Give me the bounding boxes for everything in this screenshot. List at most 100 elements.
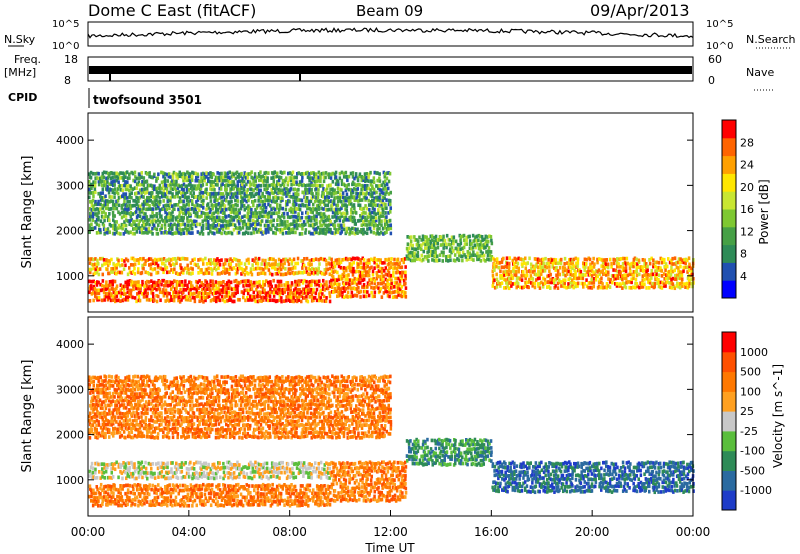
echo-cell bbox=[282, 215, 286, 220]
echo-cell bbox=[345, 211, 349, 215]
echo-cell bbox=[369, 179, 373, 183]
echo-cell bbox=[140, 217, 144, 222]
echo-cell bbox=[213, 231, 216, 236]
echo-cell bbox=[124, 292, 127, 296]
echo-cell bbox=[294, 283, 297, 288]
echo-cell bbox=[88, 191, 92, 195]
echo-cell bbox=[168, 280, 171, 284]
echo-cell bbox=[456, 257, 459, 261]
echo-cell bbox=[510, 273, 513, 278]
echo-cell bbox=[367, 293, 371, 298]
echo-cell bbox=[202, 499, 206, 504]
echo-cell bbox=[677, 284, 680, 289]
echo-cell bbox=[254, 175, 257, 179]
echo-cell bbox=[226, 502, 229, 506]
echo-cell bbox=[178, 272, 182, 276]
echo-cell bbox=[389, 265, 393, 270]
echo-cell bbox=[344, 286, 348, 291]
echo-cell bbox=[128, 195, 131, 200]
echo-cell bbox=[445, 255, 448, 259]
echo-cell bbox=[262, 280, 265, 284]
echo-cell bbox=[457, 247, 461, 251]
echo-cell bbox=[502, 256, 505, 261]
echo-cell bbox=[234, 291, 238, 296]
echo-cell bbox=[549, 272, 552, 277]
echo-cell bbox=[186, 492, 190, 497]
echo-cell bbox=[294, 271, 297, 275]
echo-cell bbox=[521, 264, 524, 268]
echo-cell bbox=[322, 171, 325, 176]
echo-cell bbox=[304, 184, 307, 188]
echo-cell bbox=[204, 291, 207, 296]
echo-cell bbox=[396, 270, 400, 274]
echo-cell bbox=[116, 494, 119, 499]
echo-cell bbox=[186, 178, 189, 183]
echo-cell bbox=[254, 223, 257, 228]
echo-cell bbox=[472, 258, 475, 262]
echo-cell bbox=[171, 179, 174, 183]
echo-cell bbox=[139, 492, 142, 496]
echo-cell bbox=[180, 283, 184, 287]
echo-cell bbox=[332, 202, 336, 206]
echo-cell bbox=[227, 279, 231, 284]
echo-cell bbox=[256, 222, 259, 227]
echo-cell bbox=[507, 265, 511, 269]
echo-cell bbox=[596, 260, 599, 265]
echo-cell bbox=[194, 195, 197, 199]
echo-cell bbox=[137, 204, 141, 209]
echo-cell bbox=[267, 257, 271, 262]
echo-cell bbox=[223, 290, 227, 295]
echo-cell bbox=[384, 283, 388, 287]
echo-cell bbox=[378, 195, 381, 200]
echo-cell bbox=[153, 199, 157, 203]
echo-cell bbox=[522, 285, 526, 290]
echo-cell bbox=[240, 290, 244, 294]
echo-cell bbox=[111, 270, 115, 274]
echo-cell bbox=[383, 218, 387, 223]
echo-cell bbox=[227, 214, 231, 218]
echo-cell bbox=[622, 281, 625, 286]
echo-cell bbox=[576, 284, 579, 288]
echo-cell bbox=[687, 268, 691, 273]
echo-cell bbox=[614, 258, 618, 262]
echo-cell bbox=[324, 171, 328, 175]
echo-cell bbox=[366, 258, 370, 263]
echo-cell bbox=[384, 179, 387, 184]
echo-cell bbox=[351, 269, 355, 274]
echo-cell bbox=[268, 210, 271, 215]
echo-cell bbox=[295, 207, 298, 211]
echo-cell bbox=[285, 287, 289, 292]
echo-cell bbox=[322, 195, 325, 199]
echo-cell bbox=[636, 262, 639, 266]
echo-cell bbox=[290, 291, 293, 295]
echo-cell bbox=[103, 284, 106, 289]
echo-cell bbox=[622, 266, 626, 271]
echo-cell bbox=[116, 191, 120, 196]
echo-cell bbox=[166, 190, 169, 195]
echo-cell bbox=[312, 258, 315, 262]
echo-cell bbox=[240, 272, 243, 276]
echo-cell bbox=[213, 188, 216, 192]
echo-cell bbox=[587, 269, 590, 274]
echo-cell bbox=[234, 494, 237, 499]
echo-cell bbox=[173, 267, 176, 272]
echo-cell bbox=[344, 170, 348, 175]
echo-cell bbox=[94, 267, 98, 272]
echo-cell bbox=[309, 210, 313, 214]
echo-cell bbox=[492, 256, 495, 261]
echo-cell bbox=[534, 278, 538, 282]
echo-cell bbox=[382, 214, 385, 218]
echo-cell bbox=[283, 290, 287, 294]
echo-cell bbox=[183, 208, 187, 212]
echo-cell bbox=[553, 281, 556, 285]
echo-cell bbox=[168, 257, 171, 262]
echo-cell bbox=[114, 292, 117, 296]
echo-cell bbox=[595, 269, 598, 273]
echo-cell bbox=[239, 206, 243, 211]
echo-cell bbox=[296, 287, 300, 292]
echo-cell bbox=[252, 222, 255, 226]
echo-cell bbox=[274, 259, 277, 263]
echo-cell bbox=[236, 231, 240, 235]
echo-cell bbox=[111, 199, 115, 204]
echo-cell bbox=[362, 258, 366, 262]
